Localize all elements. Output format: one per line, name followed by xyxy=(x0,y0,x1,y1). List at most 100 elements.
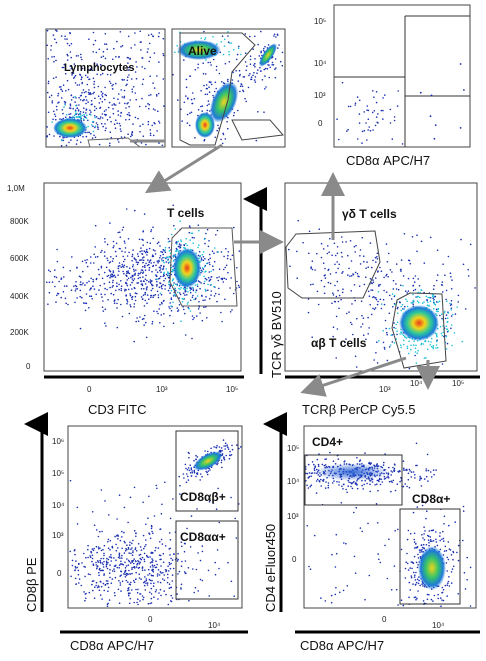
scatter-dot xyxy=(161,285,163,287)
scatter-dot xyxy=(226,120,228,123)
scatter-dot xyxy=(220,461,223,464)
scatter-dot xyxy=(185,86,188,89)
scatter-dot xyxy=(233,49,235,51)
scatter-dot xyxy=(129,541,131,544)
scatter-dot xyxy=(120,280,122,282)
scatter-dot xyxy=(116,282,118,284)
scatter-dot xyxy=(450,315,453,317)
scatter-dot xyxy=(132,268,135,271)
scatter-dot xyxy=(139,131,141,133)
scatter-dot xyxy=(62,139,65,142)
scatter-dot xyxy=(150,94,152,96)
scatter-dot xyxy=(87,101,89,103)
scatter-dot xyxy=(240,83,242,85)
scatter-dot xyxy=(307,487,310,489)
scatter-dot xyxy=(463,572,466,574)
scatter-dot xyxy=(135,566,138,568)
y-axis-ticks: 10⁶ 10⁵ 10⁴ 10³ 0 xyxy=(52,437,65,578)
scatter-dot xyxy=(416,578,419,581)
scatter-dot xyxy=(144,293,146,296)
scatter-dot xyxy=(193,459,195,462)
scatter-dot xyxy=(384,453,386,455)
scatter-dot xyxy=(201,110,203,112)
scatter-dot xyxy=(329,451,331,454)
scatter-dot xyxy=(94,136,97,139)
scatter-dot xyxy=(118,288,120,291)
scatter-dot xyxy=(147,568,150,571)
scatter-dot xyxy=(372,90,374,92)
scatter-dot xyxy=(90,111,92,113)
scatter-dot xyxy=(142,259,145,262)
scatter-dot xyxy=(426,598,429,601)
scatter-dot xyxy=(56,248,58,251)
scatter-dot xyxy=(375,503,378,505)
scatter-dot xyxy=(79,111,82,113)
scatter-dot xyxy=(210,290,213,292)
scatter-dot xyxy=(244,33,247,35)
scatter-dot xyxy=(383,478,386,480)
scatter-dot xyxy=(189,289,192,292)
scatter-dot xyxy=(240,53,242,56)
scatter-dot xyxy=(102,548,104,551)
scatter-dot xyxy=(91,557,94,560)
scatter-dot xyxy=(309,568,312,570)
scatter-dot xyxy=(76,266,78,269)
scatter-dot xyxy=(446,556,449,559)
scatter-dot xyxy=(430,345,433,348)
scatter-dot xyxy=(60,145,63,147)
scatter-dot xyxy=(314,466,317,469)
scatter-dot xyxy=(347,105,350,108)
scatter-dot xyxy=(73,116,75,119)
scatter-dot xyxy=(109,576,111,579)
scatter-dot xyxy=(369,480,371,482)
scatter-dot xyxy=(118,564,121,566)
scatter-dot xyxy=(101,72,104,75)
scatter-dot xyxy=(344,460,346,462)
scatter-dot xyxy=(129,573,131,575)
scatter-dot xyxy=(132,86,135,88)
scatter-dot xyxy=(158,120,160,123)
scatter-dot xyxy=(327,245,329,247)
scatter-dot xyxy=(76,288,79,290)
scatter-dot xyxy=(134,258,137,261)
scatter-dot xyxy=(437,597,440,600)
scatter-dot xyxy=(111,260,114,263)
scatter-dot xyxy=(102,563,104,566)
scatter-dot xyxy=(143,581,145,584)
scatter-dot xyxy=(200,257,203,259)
scatter-dot xyxy=(356,317,358,320)
scatter-dot xyxy=(416,546,418,549)
scatter-dot xyxy=(361,142,363,144)
x-axis-ticks: 0 10³ 10⁴ 10⁵ xyxy=(320,379,464,394)
scatter-dot xyxy=(413,281,416,283)
scatter-dot xyxy=(382,464,385,466)
scatter-dot xyxy=(78,115,80,118)
scatter-dot xyxy=(124,541,126,544)
scatter-dot xyxy=(75,97,77,99)
scatter-dot xyxy=(152,265,154,267)
scatter-dot xyxy=(230,42,233,44)
scatter-dot xyxy=(70,289,73,292)
scatter-dot xyxy=(149,556,151,558)
scatter-dot xyxy=(117,588,120,591)
scatter-dot xyxy=(323,285,326,288)
scatter-dot xyxy=(140,41,142,43)
scatter-dot xyxy=(223,277,226,280)
scatter-dot xyxy=(96,586,99,589)
density-hotspot xyxy=(177,40,221,60)
scatter-dot xyxy=(164,257,166,259)
scatter-dot xyxy=(390,298,393,300)
scatter-dot xyxy=(169,292,171,294)
scatter-dot xyxy=(131,131,134,134)
scatter-dot xyxy=(144,269,147,272)
scatter-dot xyxy=(415,464,417,467)
scatter-dot xyxy=(122,270,124,273)
scatter-dot xyxy=(117,547,119,549)
scatter-dot xyxy=(74,74,77,77)
scatter-dot xyxy=(191,337,193,340)
scatter-dot xyxy=(108,80,111,83)
scatter-dot xyxy=(446,570,449,572)
scatter-dot xyxy=(144,580,146,583)
scatter-dot xyxy=(168,587,171,589)
scatter-dot xyxy=(127,546,130,549)
